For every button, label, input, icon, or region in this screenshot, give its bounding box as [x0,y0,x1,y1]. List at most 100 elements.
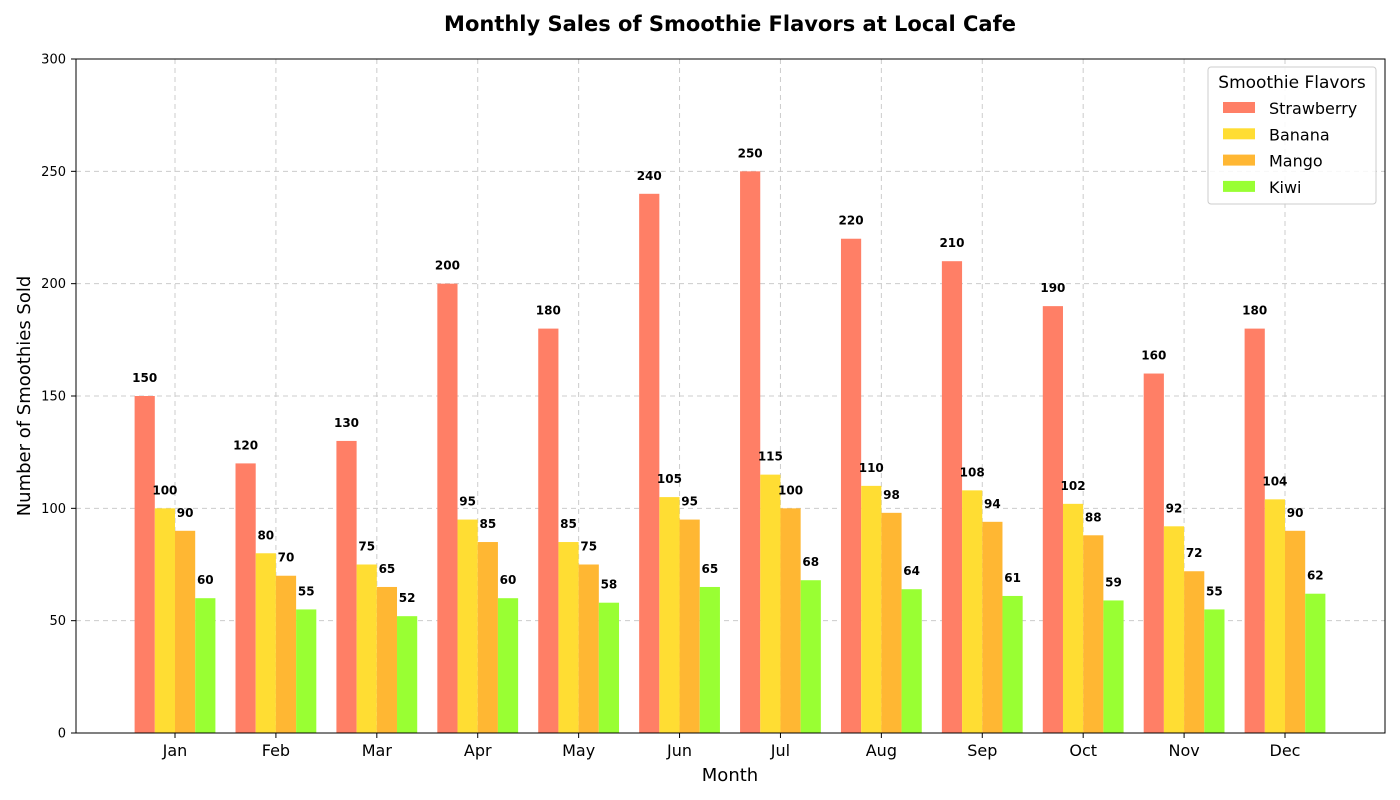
data-label: 180 [536,304,561,318]
data-label: 80 [257,528,274,542]
bar-banana [255,553,276,733]
data-label: 190 [1040,281,1065,295]
data-label: 95 [681,495,698,509]
bar-kiwi [901,589,922,733]
y-tick-label: 150 [41,390,66,405]
legend-swatch-strawberry [1223,102,1255,113]
bar-banana [356,564,377,733]
bar-banana [760,474,781,733]
bar-kiwi [1103,600,1124,733]
bar-kiwi [497,598,519,733]
bar-mango [578,564,599,733]
bar-mango [881,512,902,733]
bar-mango [679,519,700,733]
x-tick-label: Sep [967,741,997,760]
y-axis-label: Number of Smoothies Sold [14,276,35,517]
bar-strawberry [1042,306,1063,733]
legend-swatch-mango [1223,154,1255,166]
bar-mango [477,542,498,733]
data-label: 180 [1242,304,1267,318]
y-axis: 0 50 100 150 200 250 300 [41,53,76,742]
bar-mango [780,508,801,733]
bar-strawberry [840,238,862,733]
bar-strawberry [1244,328,1265,733]
y-tick-label: 200 [41,277,66,292]
x-axis: Jan Feb Mar Apr May Jun Jul Aug Sep Oct Nov Dec [162,733,1301,760]
bar-banana [962,490,983,733]
legend-swatch-kiwi [1223,180,1255,192]
data-labels: 150 120 130 200 180 240 250 220 210 190 160 180 100 8… [132,146,1323,605]
legend-label-kiwi: Kiwi [1269,178,1301,197]
bar-banana [659,497,680,733]
data-label: 94 [984,497,1001,511]
bar-kiwi [296,609,317,733]
data-label: 240 [637,169,662,183]
data-label: 62 [1307,569,1324,583]
data-label: 210 [939,236,964,250]
bar-kiwi [598,602,620,733]
x-tick-label: Apr [464,741,492,760]
data-label: 130 [334,416,359,430]
bar-mango [1285,530,1306,733]
x-tick-label: Feb [262,741,290,760]
data-label: 65 [701,562,718,576]
bar-mango [1083,535,1104,733]
bar-banana [861,485,882,733]
x-tick-label: May [562,741,595,760]
legend-label-strawberry: Strawberry [1269,99,1357,118]
data-label: 250 [738,146,763,160]
data-label: 92 [1166,501,1183,515]
data-label: 105 [657,472,682,486]
bar-mango [1184,571,1205,733]
data-label: 200 [435,259,460,273]
data-label: 68 [802,555,819,569]
data-label: 64 [903,564,920,578]
bar-strawberry [336,440,357,733]
data-label: 120 [233,438,258,452]
x-tick-label: Oct [1069,741,1097,760]
data-label: 52 [399,591,416,605]
x-tick-label: Jun [666,741,692,760]
data-label: 70 [278,551,295,565]
y-tick-label: 300 [41,53,66,68]
bar-strawberry [538,328,559,733]
y-tick-label: 100 [41,502,66,517]
bar-kiwi [397,616,418,733]
data-label: 220 [839,214,864,228]
x-tick-label: Jul [770,741,790,760]
data-label: 160 [1141,349,1166,363]
y-tick-label: 0 [58,727,66,742]
data-label: 98 [883,488,900,502]
data-label: 65 [379,562,396,576]
data-label: 102 [1061,479,1086,493]
bar-banana [154,508,175,733]
data-label: 61 [1004,571,1021,585]
data-label: 75 [358,540,375,554]
data-label: 88 [1085,510,1102,524]
data-label: 60 [197,573,214,587]
data-label: 59 [1105,575,1122,589]
x-tick-label: Dec [1270,741,1301,760]
data-label: 100 [152,483,177,497]
bar-mango [982,521,1003,733]
bar-strawberry [941,261,963,733]
bar-strawberry [134,396,155,733]
bar-banana [1062,503,1084,733]
bar-kiwi [1204,609,1225,733]
bar-kiwi [1305,593,1326,733]
bar-mango [175,530,196,733]
legend-label-banana: Banana [1269,125,1330,144]
bar-kiwi [800,580,821,733]
bar-strawberry [1143,373,1164,733]
y-tick-label: 50 [49,614,66,629]
data-label: 150 [132,371,157,385]
data-label: 72 [1186,546,1203,560]
y-tick-label: 250 [41,165,66,180]
bars [134,171,1326,734]
bar-kiwi [699,586,720,733]
data-label: 85 [479,517,496,531]
bar-banana [558,542,579,733]
data-label: 58 [601,578,618,592]
bar-strawberry [437,283,458,733]
bar-mango [275,575,297,733]
